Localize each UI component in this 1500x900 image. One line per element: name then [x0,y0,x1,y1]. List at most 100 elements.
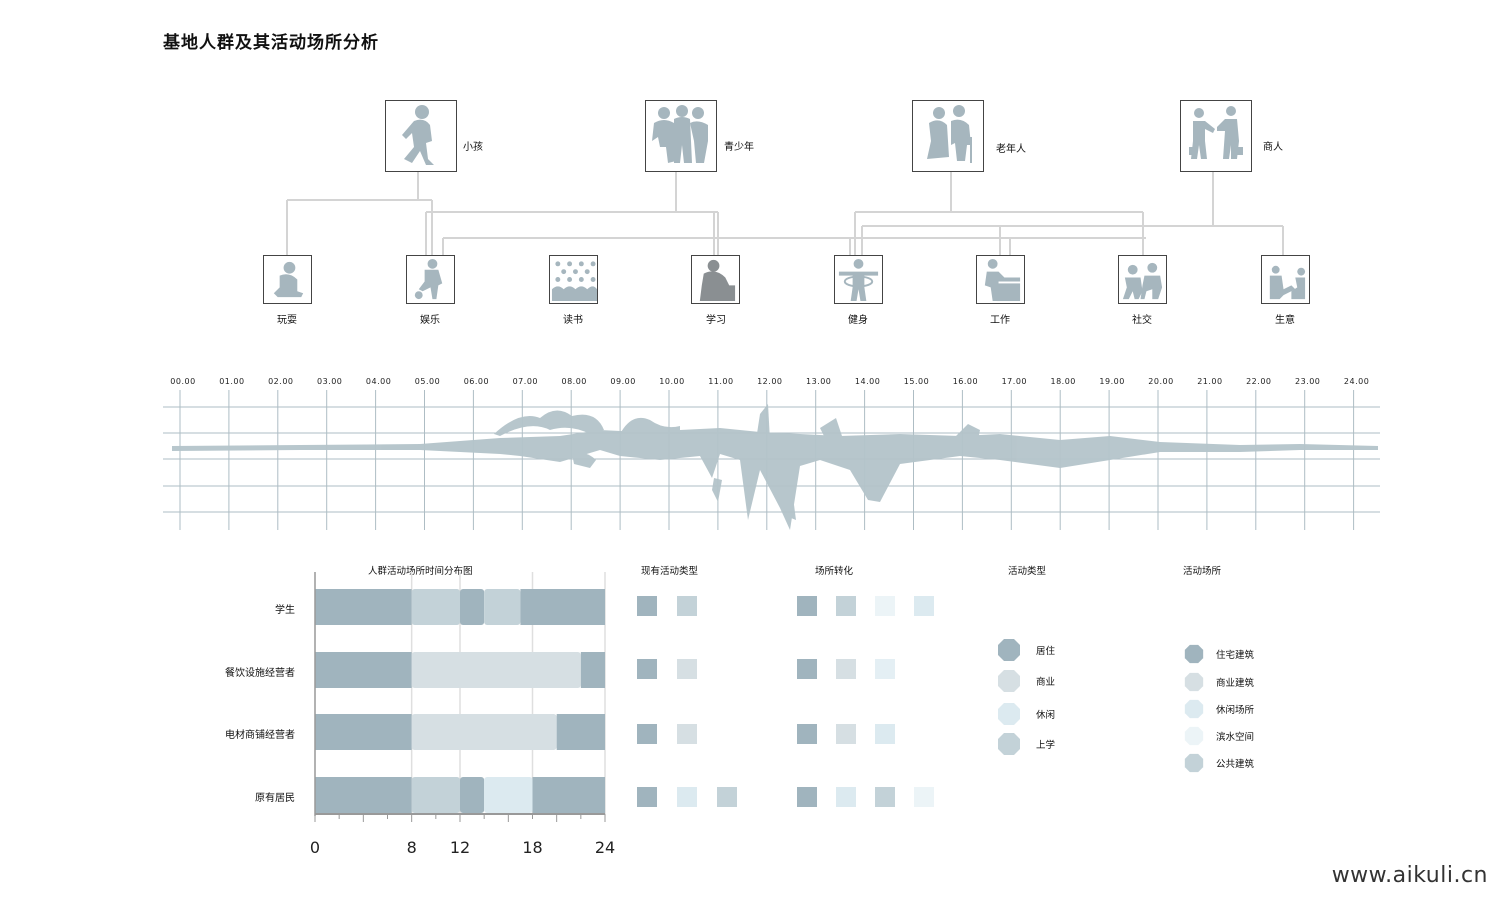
chart-bar-segment [411,652,581,688]
timeline-tick-label: 10.00 [659,377,685,386]
legend-marker [1184,726,1204,746]
chart-bar-segment [315,714,412,750]
current-type-swatch [637,596,657,616]
activity-legend-title: 活动类型 [1008,566,1047,577]
activity-box-play [263,255,312,304]
legend-label: 住宅建筑 [1216,650,1255,661]
chart-title: 人群活动场所时间分布图 [368,566,473,577]
legend-label: 居住 [1036,646,1056,657]
activity-box-entertainment [406,255,455,304]
timeline-tick-label: 20.00 [1148,377,1174,386]
place-transform-swatch [836,596,856,616]
chart-bar-segment [556,714,605,750]
timeline-tick-label: 12.00 [757,377,783,386]
place-transform-swatch [875,787,895,807]
legend-label: 商业 [1036,677,1056,688]
chart-bar-segment [520,589,605,625]
chart-bar-segment [411,589,460,625]
activity-label-entertainment: 娱乐 [420,315,440,326]
activity-label-social: 社交 [1132,315,1152,326]
timeline-tick-label: 00.00 [170,377,196,386]
timeline-tick-label: 05.00 [414,377,441,386]
place-legend-title: 活动场所 [1183,566,1222,577]
activity-box-social [1118,255,1167,304]
chart-x-tick-label: 24 [594,838,616,857]
place-transform-swatch [836,724,856,744]
activity-label-reading: 读书 [563,315,583,326]
study-icon [699,259,736,302]
timeline-tick-label: 15.00 [903,377,930,386]
activity-label-study: 学习 [706,315,726,326]
chart-x-tick-label: 8 [406,838,417,857]
child-box [385,100,457,172]
timeline-tick-label: 23.00 [1294,377,1321,386]
timeline-tick-label: 11.00 [708,377,734,386]
chart-row-label: 学生 [275,605,295,616]
legend-label: 商业建筑 [1216,678,1255,689]
place-transform-swatch [836,787,856,807]
work-icon [984,258,1021,302]
place-transform-swatch [875,724,895,744]
timeline-tick-label: 14.00 [854,377,881,386]
activity-box-study [691,255,740,304]
group-label-child: 小孩 [463,142,483,153]
timeline-tick-label: 04.00 [365,377,392,386]
chart-x-tick-label: 12 [449,838,471,857]
teenager-box [645,100,717,172]
watermark: www.aikuli.cn [1331,863,1488,888]
legend-label: 公共建筑 [1216,759,1255,770]
chart-x-tick-label: 18 [522,838,543,857]
current-type-swatch [637,787,657,807]
group-label-teenager: 青少年 [724,142,754,153]
legend-marker [997,702,1021,726]
chart-bar-segment [411,777,460,813]
group-label-merchant: 商人 [1263,142,1283,153]
child-silhouette-icon [402,105,434,165]
play-icon [273,261,304,298]
timeline-tick-label: 18.00 [1050,377,1076,386]
place-transform-swatch [914,596,934,616]
place-transform-swatch [797,596,817,616]
chart-bar-segment [484,589,521,625]
activity-label-fitness: 健身 [848,315,868,326]
chart-bar-segment [411,714,557,750]
timeline-tick-label: 03.00 [316,377,343,386]
elderly-couple-silhouette-icon [927,105,972,163]
timeline-tick-label: 06.00 [463,377,490,386]
place-transform-swatch [875,596,895,616]
chart-bar-segment [532,777,605,813]
legend-marker [997,669,1021,693]
entertainment-icon [414,258,443,300]
legend-label: 滨水空间 [1216,732,1255,743]
activity-label-work: 工作 [990,315,1010,326]
current-types-title: 现有活动类型 [641,566,699,577]
chart-bar-segment [580,652,605,688]
timeline-tick-label: 24.00 [1343,377,1370,386]
legend-marker [1184,644,1204,664]
legend-marker [997,732,1021,756]
chart-bar-segment [315,589,412,625]
current-type-swatch [677,724,697,744]
current-type-swatch [717,787,737,807]
timeline-tick-label: 17.00 [1001,377,1027,386]
current-type-swatch [677,596,697,616]
activity-box-fitness [834,255,883,304]
chart-bar-segment [484,777,533,813]
businessmen-handshake-icon [1189,106,1243,159]
merchant-box [1180,100,1252,172]
activity-box-business [1261,255,1310,304]
place-transform-swatch [836,659,856,679]
timeline-tick-label: 09.00 [610,377,636,386]
timeline-flow-graph [163,390,1380,530]
chart-x-tick-label: 0 [309,838,321,857]
current-type-swatch [677,659,697,679]
timeline-tick-label: 07.00 [512,377,538,386]
reading-icon [551,261,597,302]
current-type-swatch [637,724,657,744]
elderly-box [912,100,984,172]
chart-bar-segment [460,777,485,813]
current-type-swatch [677,787,697,807]
chart-row-label: 原有居民 [255,793,295,804]
place-transform-title: 场所转化 [815,566,854,577]
timeline-tick-label: 08.00 [561,377,587,386]
